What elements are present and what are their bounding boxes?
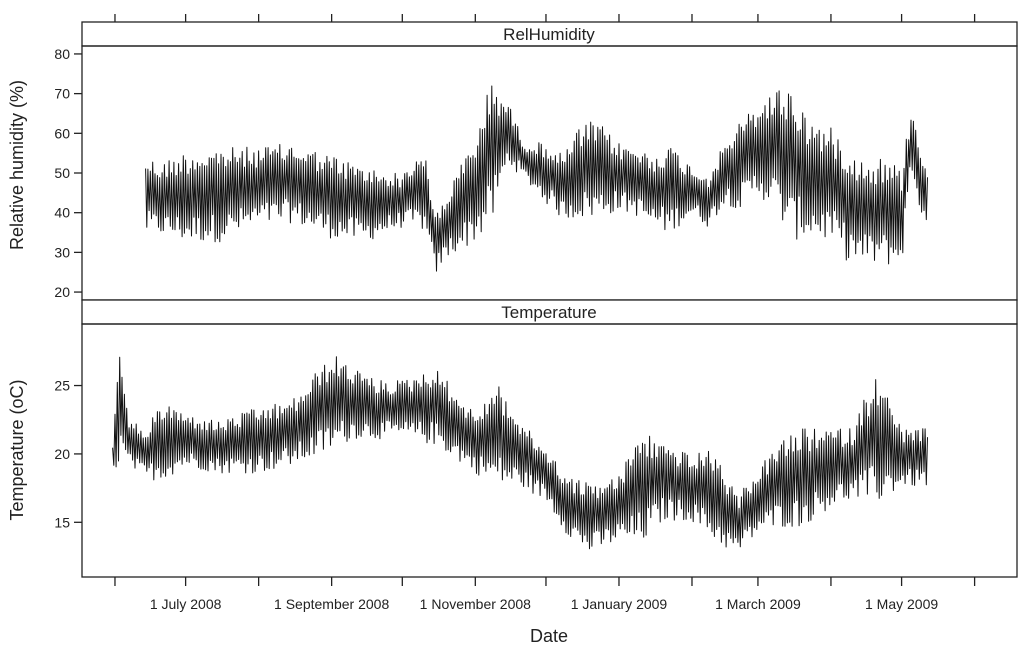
panel-temperature: Temperature 15 20 25 Temperature (oC) (7, 299, 1018, 578)
x-axis-top-ticks (114, 14, 976, 22)
x-tick-label: 1 November 2008 (420, 596, 532, 612)
panel-relhumidity: RelHumidity 20 30 40 50 60 70 80 Relative humi… (7, 21, 1018, 301)
y-tick-label: 50 (54, 165, 70, 181)
x-tick-label: 1 July 2008 (150, 596, 222, 612)
x-tick-label: 1 May 2009 (865, 596, 938, 612)
y-tick-label: 20 (54, 446, 70, 462)
strip-title-temperature: Temperature (501, 303, 596, 322)
series-line-relhumidity (145, 85, 928, 272)
series-line-temperature (112, 356, 928, 550)
y-axis-title-temperature: Temperature (oC) (7, 379, 27, 520)
y-tick-label: 20 (54, 284, 70, 300)
x-tick-label: 1 March 2009 (715, 596, 801, 612)
y-tick-label: 25 (54, 378, 70, 394)
strip-temperature (81, 299, 1018, 325)
y-axis-title-relhumidity: Relative humidity (%) (7, 80, 27, 250)
x-tick-label: 1 January 2009 (571, 596, 668, 612)
y-axis-temperature: 15 20 25 (54, 378, 82, 530)
x-tick-label: 1 September 2008 (274, 596, 389, 612)
strip-title-relhumidity: RelHumidity (503, 25, 595, 44)
y-tick-label: 30 (54, 244, 70, 260)
x-axis-bottom: 1 July 2008 1 September 2008 1 November 20… (114, 577, 976, 612)
plot-frame-temperature (81, 323, 1018, 578)
x-axis-title: Date (530, 626, 568, 646)
y-tick-label: 60 (54, 125, 70, 141)
y-tick-label: 80 (54, 46, 70, 62)
plot-frame-relhumidity (81, 45, 1018, 301)
y-tick-label: 15 (54, 514, 70, 530)
y-axis-relhumidity: 20 30 40 50 60 70 80 (54, 46, 82, 300)
y-tick-label: 70 (54, 86, 70, 102)
strip-relhumidity (81, 21, 1018, 47)
y-tick-label: 40 (54, 205, 70, 221)
